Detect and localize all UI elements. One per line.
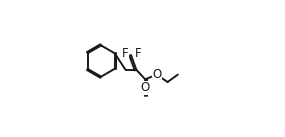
Text: O: O — [152, 68, 161, 81]
Text: O: O — [141, 81, 150, 94]
Text: F: F — [122, 48, 129, 60]
Text: F: F — [135, 48, 141, 60]
